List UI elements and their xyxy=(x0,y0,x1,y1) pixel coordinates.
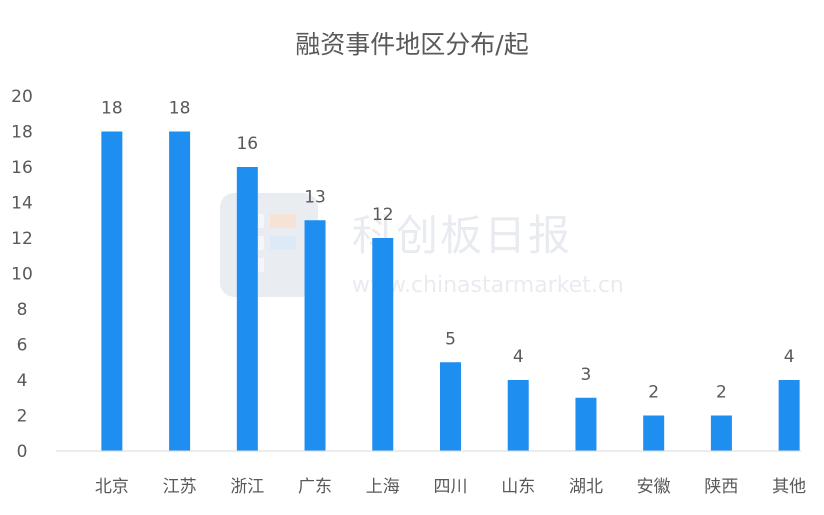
bar-value-label: 4 xyxy=(784,347,795,367)
bar xyxy=(778,380,800,451)
bar-value-label: 13 xyxy=(304,187,326,207)
y-tick-label: 4 xyxy=(17,371,28,391)
bar-value-label: 12 xyxy=(372,205,394,225)
bar-value-label: 18 xyxy=(169,99,191,119)
x-category-label: 上海 xyxy=(366,477,400,497)
x-category-label: 广东 xyxy=(298,477,332,497)
y-tick-label: 6 xyxy=(17,336,28,356)
bar-value-label: 16 xyxy=(236,134,258,154)
watermark-logo-block-icon xyxy=(270,236,296,250)
bar xyxy=(372,238,394,451)
x-category-label: 四川 xyxy=(434,477,468,497)
bar xyxy=(101,131,123,451)
watermark-url: www.chinastarmarket.cn xyxy=(352,273,624,298)
bar-value-label: 3 xyxy=(581,365,592,385)
y-tick-label: 14 xyxy=(11,194,33,214)
bar-value-label: 2 xyxy=(648,383,659,403)
bar-value-label: 5 xyxy=(445,329,456,349)
y-tick-label: 8 xyxy=(17,300,28,320)
y-tick-label: 18 xyxy=(11,123,33,143)
bar xyxy=(710,415,732,451)
x-axis: 北京 江苏 浙江 广东 上海 四川 山东 湖北 安徽 陕西 其他 xyxy=(95,477,806,497)
y-tick-label: 16 xyxy=(11,158,33,178)
bars-group: 18 18 16 13 12 5 4 3 2 2 4 xyxy=(101,99,800,451)
watermark-logo-icon xyxy=(220,193,318,297)
bar xyxy=(643,415,665,451)
y-axis: 0 2 4 6 8 10 12 14 16 18 20 xyxy=(11,87,33,462)
chart-title: 融资事件地区分布/起 xyxy=(295,30,528,59)
bar xyxy=(440,362,461,451)
x-category-label: 湖北 xyxy=(569,477,603,497)
y-tick-label: 2 xyxy=(17,407,28,427)
bar xyxy=(575,397,597,451)
y-tick-label: 0 xyxy=(17,442,28,462)
bar-value-label: 2 xyxy=(716,383,727,403)
x-category-label: 北京 xyxy=(95,477,129,497)
y-tick-label: 12 xyxy=(11,229,33,249)
y-tick-label: 20 xyxy=(11,87,33,107)
x-category-label: 其他 xyxy=(772,477,806,497)
bar xyxy=(236,167,258,451)
bar-value-label: 18 xyxy=(101,99,123,119)
x-category-label: 陕西 xyxy=(704,477,738,497)
y-tick-label: 10 xyxy=(11,265,33,285)
x-category-label: 江苏 xyxy=(163,477,197,497)
watermark: 科创板日报 www.chinastarmarket.cn xyxy=(220,193,624,298)
bar-value-label: 4 xyxy=(513,347,524,367)
watermark-logo-block-icon xyxy=(270,214,296,228)
bar xyxy=(304,220,326,451)
x-category-label: 山东 xyxy=(501,477,535,497)
bar xyxy=(169,131,191,451)
bar xyxy=(507,380,529,451)
x-category-label: 安徽 xyxy=(637,477,671,497)
x-category-label: 浙江 xyxy=(230,477,264,497)
